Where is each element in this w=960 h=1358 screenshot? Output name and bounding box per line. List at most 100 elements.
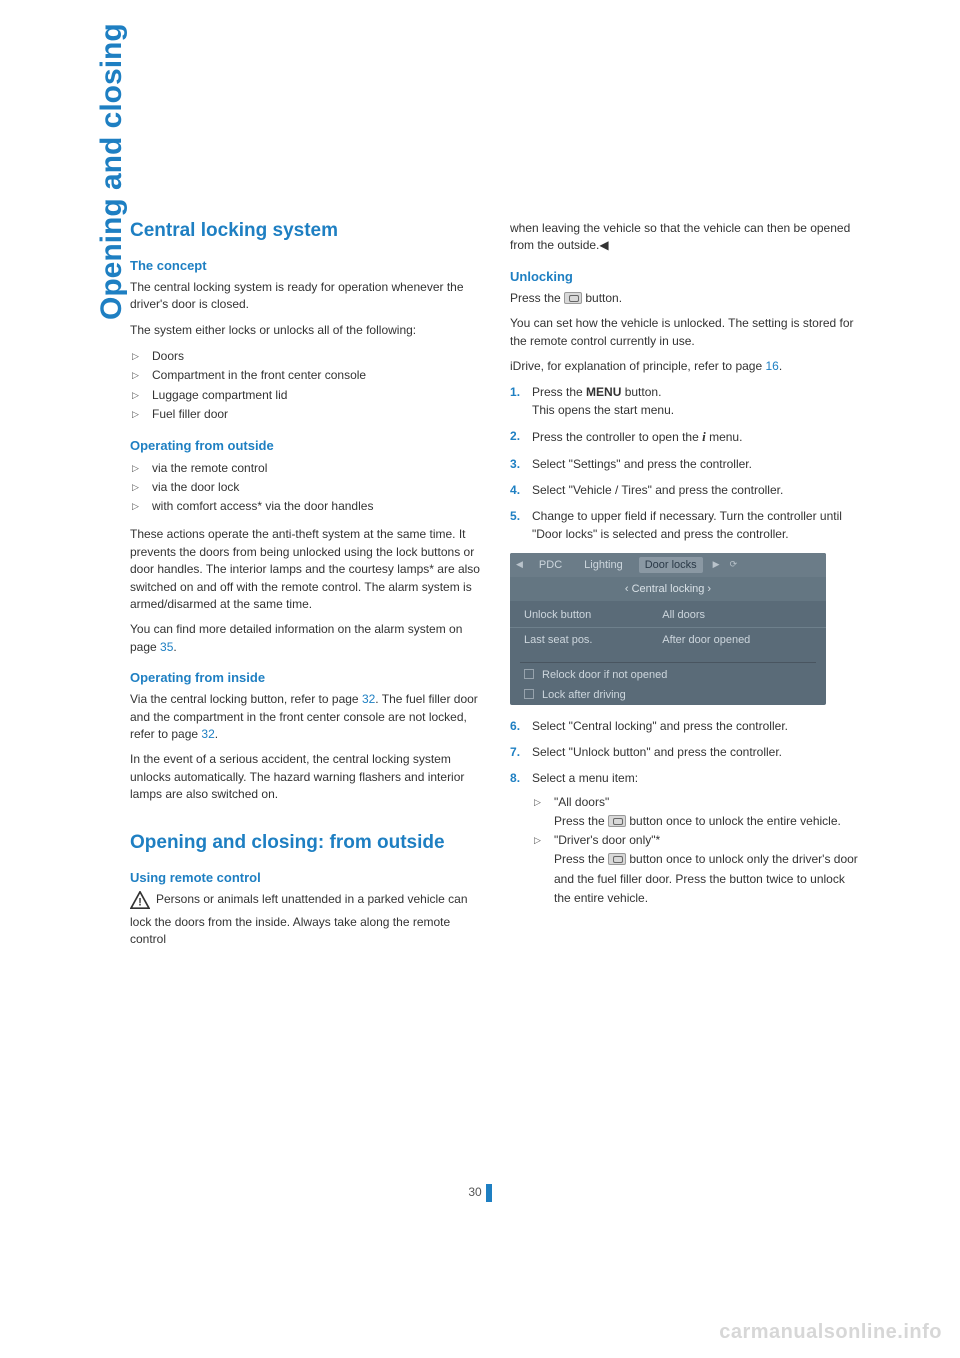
checkbox-icon <box>524 689 534 699</box>
steps-list-cont: Select "Central locking" and press the c… <box>510 717 860 908</box>
divider <box>520 662 816 663</box>
step-3: Select "Settings" and press the controll… <box>510 455 860 473</box>
screenshot-row: Unlock button All doors <box>510 603 826 627</box>
outside-list: via the remote control via the door lock… <box>132 459 480 517</box>
page-link[interactable]: 35 <box>160 640 173 654</box>
text: . <box>215 727 218 741</box>
text: button. <box>621 385 661 399</box>
screenshot-body: Unlock button All doors Last seat pos. A… <box>510 601 826 660</box>
check-label: Relock door if not opened <box>542 669 667 681</box>
screenshot-check-row: Lock after driving <box>510 685 826 705</box>
page-number: 30 <box>0 1184 960 1202</box>
subheading-operating-inside: Operating from inside <box>130 670 480 685</box>
text: button once to unlock the entire vehicle… <box>626 814 841 828</box>
list-item: "Driver's door only"* Press the button o… <box>534 831 860 908</box>
list-item: with comfort access* via the door handle… <box>132 497 480 516</box>
text: You can find more detailed information o… <box>130 622 462 653</box>
list-item: via the door lock <box>132 478 480 497</box>
inside-p2: In the event of a serious accident, the … <box>130 751 480 803</box>
option-label: "Driver's door only"* <box>554 833 660 847</box>
text: Via the central locking button, refer to… <box>130 692 362 706</box>
heading-opening-closing-outside: Opening and closing: from outside <box>130 832 480 854</box>
row-label: Last seat pos. <box>524 634 662 646</box>
warning-text: ! Persons or animals left unattended in … <box>130 891 480 949</box>
unlock-p3: iDrive, for explanation of principle, re… <box>510 358 860 375</box>
side-title-text: Opening and closing <box>95 23 128 320</box>
svg-text:!: ! <box>138 896 142 908</box>
continuation-p: when leaving the vehicle so that the veh… <box>510 220 860 255</box>
right-column: when leaving the vehicle so that the veh… <box>510 220 860 957</box>
subheading-unlocking: Unlocking <box>510 269 860 284</box>
screenshot-check-row: Relock door if not opened <box>510 665 826 685</box>
text: Press the controller to open the <box>532 430 702 444</box>
step-8: Select a menu item: "All doors" Press th… <box>510 769 860 908</box>
side-title: Opening and closing <box>95 23 129 320</box>
page-number-text: 30 <box>468 1185 481 1199</box>
inside-p1: Via the central locking button, refer to… <box>130 691 480 743</box>
step-1: Press the MENU button. This opens the st… <box>510 383 860 419</box>
tab-pdc: PDC <box>533 557 568 573</box>
page-link[interactable]: 16 <box>765 359 778 373</box>
warning-icon: ! <box>130 891 150 914</box>
subheading-the-concept: The concept <box>130 258 480 273</box>
menu-label: MENU <box>586 385 621 399</box>
arrow-right-icon: ▶ <box>713 559 720 570</box>
row-value: All doors <box>662 609 812 621</box>
row-label: Unlock button <box>524 609 662 621</box>
page-link[interactable]: 32 <box>201 727 214 741</box>
screenshot-row: Last seat pos. After door opened <box>510 627 826 652</box>
text: button. <box>582 291 622 305</box>
check-label: Lock after driving <box>542 689 626 701</box>
text: Press the <box>554 852 608 866</box>
tab-door-locks: Door locks <box>639 557 703 573</box>
screenshot-tabs: ◀ PDC Lighting Door locks ▶ ⟳ <box>510 553 826 577</box>
outside-p2: You can find more detailed information o… <box>130 621 480 656</box>
unlock-p1: Press the button. <box>510 290 860 307</box>
text: Select a menu item: <box>532 771 638 785</box>
subheading-using-remote: Using remote control <box>130 870 480 885</box>
step-4: Select "Vehicle / Tires" and press the c… <box>510 481 860 499</box>
text: menu. <box>706 430 743 444</box>
text: Press the <box>532 385 586 399</box>
left-column: Central locking system The concept The c… <box>130 220 480 957</box>
watermark: carmanualsonline.info <box>719 1321 942 1344</box>
list-item: Fuel filler door <box>132 405 480 424</box>
page-content: Central locking system The concept The c… <box>130 220 870 957</box>
outside-p1: These actions operate the anti-theft sys… <box>130 526 480 613</box>
list-item: Doors <box>132 347 480 366</box>
columns: Central locking system The concept The c… <box>130 220 870 957</box>
idrive-screenshot: ◀ PDC Lighting Door locks ▶ ⟳ ‹ Central … <box>510 553 826 705</box>
page-link[interactable]: 32 <box>362 692 375 706</box>
remote-button-icon <box>608 853 626 865</box>
scroll-icon: ⟳ <box>730 559 738 570</box>
steps-list: Press the MENU button. This opens the st… <box>510 383 860 543</box>
warning-block: ! Persons or animals left unattended in … <box>130 891 480 949</box>
concept-p2: The system either locks or unlocks all o… <box>130 322 480 339</box>
option-label: "All doors" <box>554 795 609 809</box>
page-number-bar <box>486 1184 492 1202</box>
list-item: via the remote control <box>132 459 480 478</box>
screenshot-title: ‹ Central locking › <box>510 577 826 601</box>
list-item: "All doors" Press the button once to unl… <box>534 793 860 831</box>
subheading-operating-outside: Operating from outside <box>130 438 480 453</box>
tab-lighting: Lighting <box>578 557 629 573</box>
text: . <box>173 640 176 654</box>
arrow-left-icon: ◀ <box>516 559 523 570</box>
list-item: Compartment in the front center console <box>132 366 480 385</box>
step-7: Select "Unlock button" and press the con… <box>510 743 860 761</box>
text: . <box>779 359 782 373</box>
concept-list: Doors Compartment in the front center co… <box>132 347 480 424</box>
remote-button-icon <box>608 815 626 827</box>
text: Press the <box>554 814 608 828</box>
text: This opens the start menu. <box>532 403 674 417</box>
list-item: Luggage compartment lid <box>132 386 480 405</box>
text: Press the <box>510 291 564 305</box>
row-value: After door opened <box>662 634 812 646</box>
step-2: Press the controller to open the i menu. <box>510 427 860 447</box>
step-5: Change to upper field if necessary. Turn… <box>510 507 860 543</box>
checkbox-icon <box>524 669 534 679</box>
unlock-p2: You can set how the vehicle is unlocked.… <box>510 315 860 350</box>
text: iDrive, for explanation of principle, re… <box>510 359 765 373</box>
heading-central-locking: Central locking system <box>130 220 480 242</box>
concept-p1: The central locking system is ready for … <box>130 279 480 314</box>
